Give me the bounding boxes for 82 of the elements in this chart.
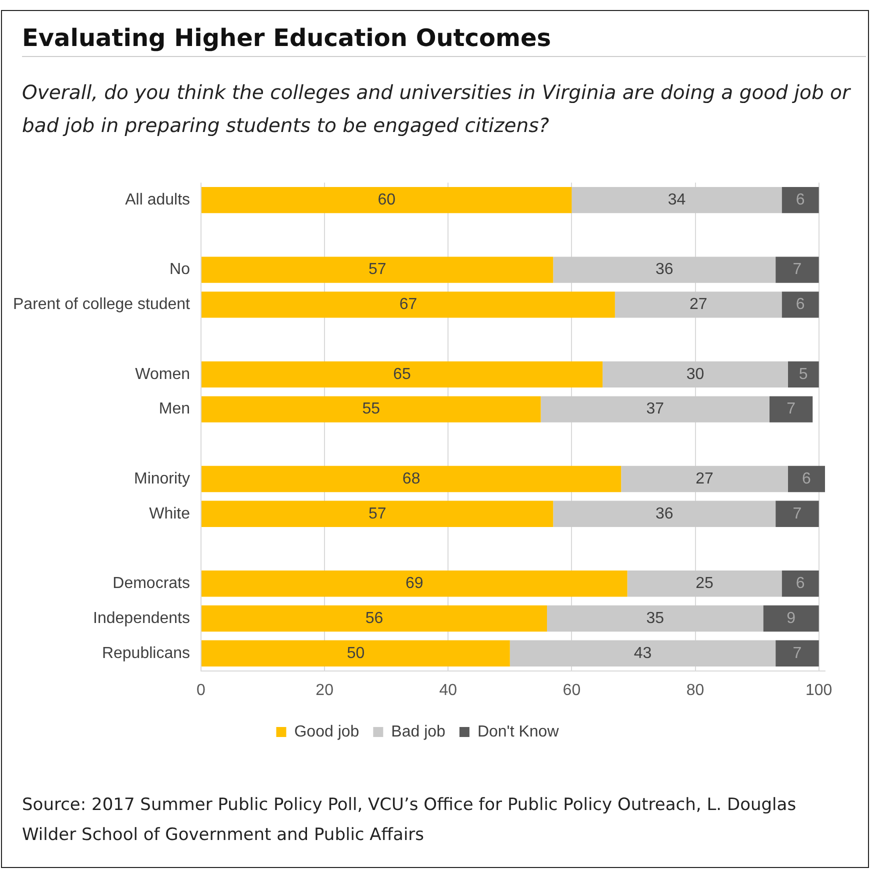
bar [202,256,554,283]
bar [202,570,628,597]
data-label: 7 [792,644,802,662]
bar [788,361,819,388]
data-label: 55 [362,400,380,418]
data-label: 7 [792,505,802,522]
data-label: 50 [346,644,365,662]
bar [776,640,819,666]
x-tick-label: 0 [196,682,206,699]
bar [202,500,554,527]
bar [763,605,819,632]
data-label: 27 [689,296,708,314]
x-tick-label: 60 [562,682,581,699]
bar [202,292,615,318]
data-label: 43 [634,644,652,662]
data-label: 69 [406,575,424,592]
y-tick-label: Women [135,366,190,383]
bar [621,466,788,492]
bar [202,466,622,492]
y-tick-label: Parent of college student [12,296,191,314]
bar [553,256,776,283]
bar [782,186,819,214]
data-label: 35 [646,610,664,627]
data-label: 6 [796,575,805,592]
y-tick-label: Republicans [102,644,190,662]
y-tick-label: Independents [93,610,190,627]
data-label: 34 [668,191,686,208]
data-label: 6 [802,470,812,488]
data-label: 25 [696,575,714,592]
data-label: 68 [402,470,420,488]
legend-label: Don't Know [477,723,560,740]
data-label: 27 [696,470,714,488]
bar [202,361,603,388]
bar [572,186,782,214]
data-label: 30 [686,366,704,383]
x-tick-label: 100 [805,682,832,699]
data-label: 9 [786,610,796,627]
x-tick-label: 20 [316,682,334,699]
data-label: 56 [365,610,384,627]
bar [627,570,782,597]
bar [540,396,770,422]
y-tick-label: White [149,505,190,522]
y-tick-label: All adults [125,191,190,208]
data-label: 6 [796,191,805,208]
data-label: 7 [786,400,796,418]
data-label: 36 [655,261,674,278]
y-tick-label: Men [158,400,190,418]
bar [202,396,541,422]
bar [782,292,819,318]
bar [614,292,782,318]
data-label: 67 [399,296,418,314]
data-label: 36 [655,505,674,522]
bar [788,466,825,492]
data-label: 5 [798,366,808,383]
bar [202,640,510,666]
data-label: 60 [378,191,396,208]
data-label: 7 [792,261,802,278]
chart-subtitle: Overall, do you think the colleges and universities in Virginia are doing a good job or bad job in preparing students to be engaged citizens? [22,80,852,139]
bar [776,256,819,283]
bar [510,640,776,666]
bar [769,396,813,422]
x-tick-label: 40 [439,682,458,699]
bar [546,605,764,632]
legend-label: Bad job [391,723,446,740]
data-label: 57 [368,505,386,522]
y-tick-label: Minority [134,470,190,488]
data-label: 37 [646,400,664,418]
bar [782,570,819,597]
bar [202,605,547,632]
chart-title: Evaluating Higher Education Outcomes [22,24,866,57]
data-label: 57 [368,261,386,278]
y-tick-label: Democrats [112,575,190,592]
legend-label: Good job [294,723,360,740]
y-tick-label: No [170,261,190,278]
bar [776,500,819,527]
bar [553,500,776,527]
source-note: Source: 2017 Summer Public Policy Poll, VCU’s Office for Public Policy Outreach, L. Douglas Wilder School of Government and Public Affairs [22,794,798,847]
data-label: 6 [796,296,805,314]
data-label: 65 [393,366,412,383]
bar [202,186,572,214]
x-tick-label: 80 [686,682,704,699]
bar [602,361,788,388]
